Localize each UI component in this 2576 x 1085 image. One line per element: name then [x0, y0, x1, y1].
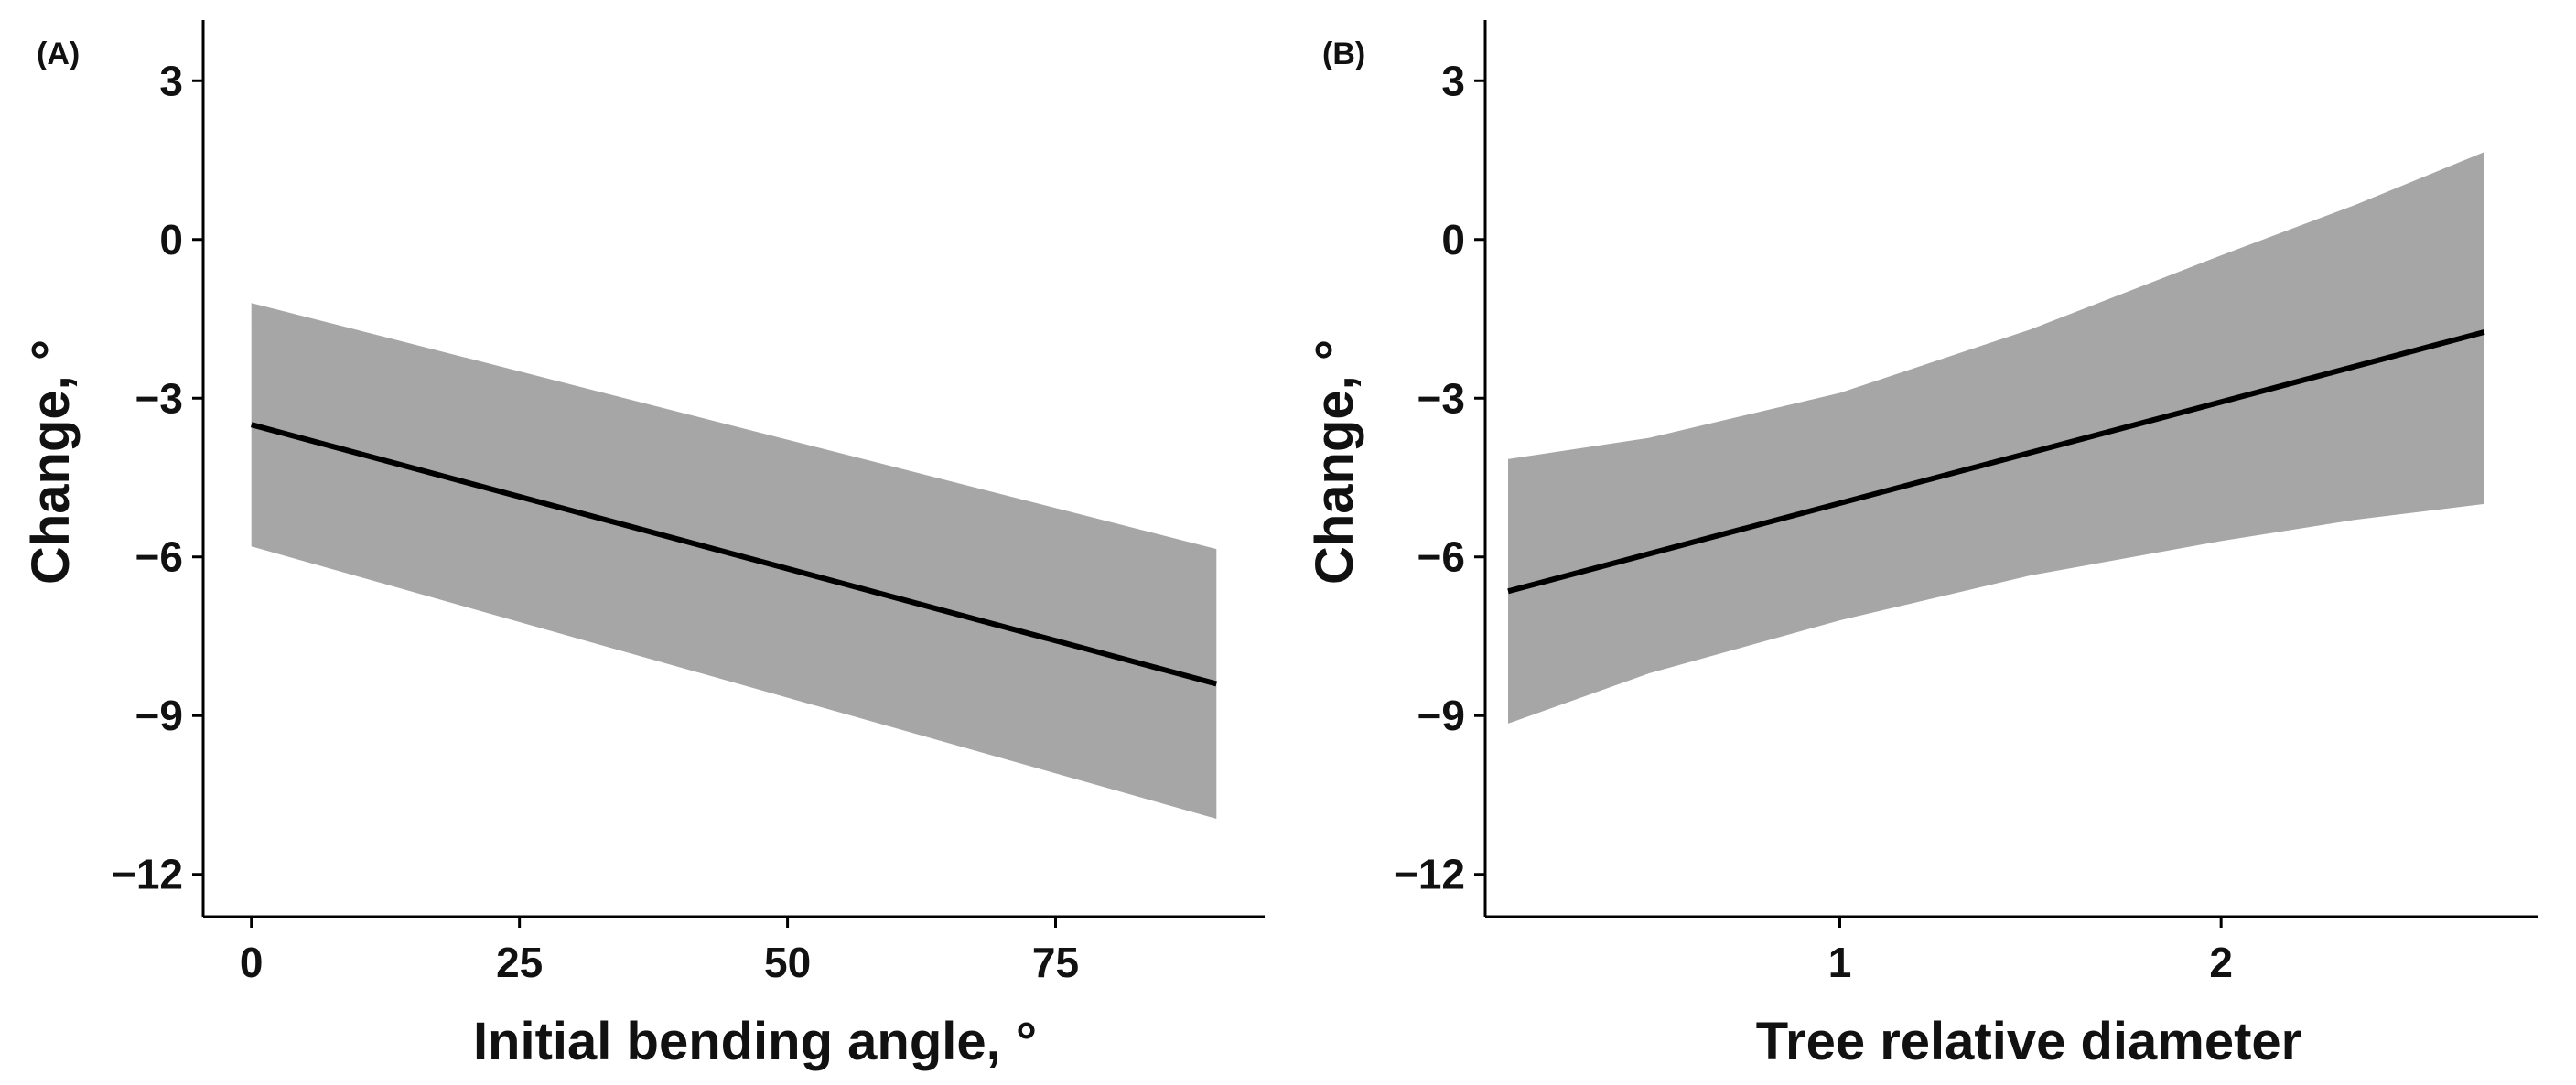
- y-tick-label: −3: [1417, 374, 1465, 422]
- y-axis-title: Change, °: [1305, 339, 1364, 585]
- y-tick-label: 3: [1441, 57, 1465, 104]
- x-axis-title: Initial bending angle, °: [473, 1012, 1037, 1071]
- fit-line: [250, 422, 1218, 687]
- y-tick-label: −6: [1417, 533, 1465, 581]
- confidence-band: [251, 303, 1217, 819]
- x-axis-title: Tree relative diameter: [1756, 1012, 2301, 1071]
- x-tick-label: 2: [2209, 939, 2233, 986]
- panel-b: (B) Tree relative diameter Change, ° 3 0 −…: [1305, 20, 2538, 1071]
- y-tick-label: −6: [135, 533, 183, 581]
- fit-line: [1507, 329, 2485, 595]
- x-tick-label: 1: [1828, 939, 1852, 986]
- y-tick-label: −3: [135, 374, 183, 422]
- y-tick-label: −12: [1394, 851, 1465, 898]
- panel-a: (A) Initial bending angle, ° Change, ° 3…: [21, 20, 1265, 1071]
- y-tick-label: −9: [135, 692, 183, 739]
- y-tick-label: −12: [112, 851, 183, 898]
- x-tick-label: 25: [496, 939, 543, 986]
- panel-label: (B): [1322, 37, 1365, 71]
- y-axis-title: Change, °: [21, 339, 81, 585]
- x-tick-label: 50: [764, 939, 811, 986]
- y-tick-label: −9: [1417, 692, 1465, 739]
- y-tick-label: 0: [1441, 216, 1465, 263]
- y-tick-label: 0: [159, 216, 183, 263]
- confidence-band: [1508, 152, 2484, 724]
- panel-label: (A): [37, 37, 80, 71]
- y-tick-label: 3: [159, 57, 183, 104]
- x-tick-label: 75: [1032, 939, 1079, 986]
- x-tick-label: 0: [240, 939, 264, 986]
